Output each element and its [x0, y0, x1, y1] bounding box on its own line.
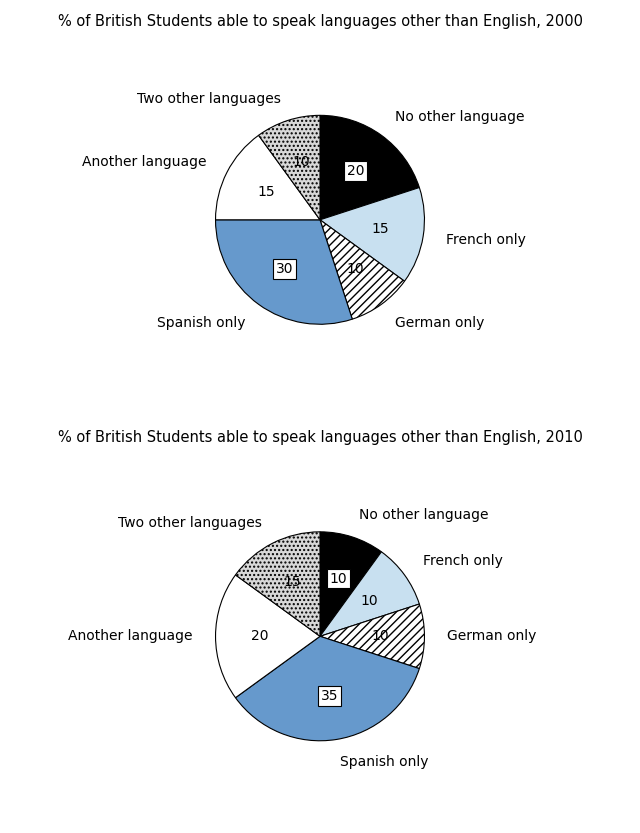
Title: % of British Students able to speak languages other than English, 2010: % of British Students able to speak lang… [58, 431, 582, 446]
Text: 10: 10 [347, 262, 364, 276]
Text: German only: German only [395, 316, 484, 330]
Wedge shape [320, 531, 381, 636]
Text: Two other languages: Two other languages [118, 516, 262, 530]
Text: German only: German only [447, 629, 537, 643]
Text: No other language: No other language [360, 508, 489, 522]
Wedge shape [216, 135, 320, 220]
Wedge shape [259, 115, 320, 220]
Wedge shape [320, 604, 424, 669]
Wedge shape [320, 220, 404, 319]
Text: 30: 30 [276, 262, 293, 276]
Wedge shape [216, 220, 352, 324]
Text: 15: 15 [371, 222, 388, 237]
Text: Two other languages: Two other languages [137, 92, 280, 106]
Text: 10: 10 [372, 629, 389, 643]
Wedge shape [320, 187, 424, 282]
Wedge shape [320, 115, 419, 220]
Wedge shape [320, 551, 419, 636]
Text: 35: 35 [321, 689, 338, 703]
Wedge shape [236, 531, 320, 636]
Text: 15: 15 [257, 185, 275, 199]
Text: French only: French only [446, 232, 525, 247]
Text: Spanish only: Spanish only [340, 756, 428, 769]
Text: 20: 20 [347, 164, 364, 177]
Text: 15: 15 [284, 576, 301, 589]
Wedge shape [216, 575, 320, 698]
Wedge shape [236, 636, 419, 741]
Text: 20: 20 [251, 629, 268, 643]
Title: % of British Students able to speak languages other than English, 2000: % of British Students able to speak lang… [58, 14, 582, 29]
Text: 10: 10 [330, 571, 348, 586]
Text: Spanish only: Spanish only [157, 316, 245, 330]
Text: No other language: No other language [395, 110, 524, 124]
Text: French only: French only [423, 555, 503, 568]
Text: 10: 10 [292, 155, 310, 169]
Text: Another language: Another language [82, 155, 207, 169]
Text: 10: 10 [360, 594, 378, 608]
Text: Another language: Another language [68, 629, 193, 643]
